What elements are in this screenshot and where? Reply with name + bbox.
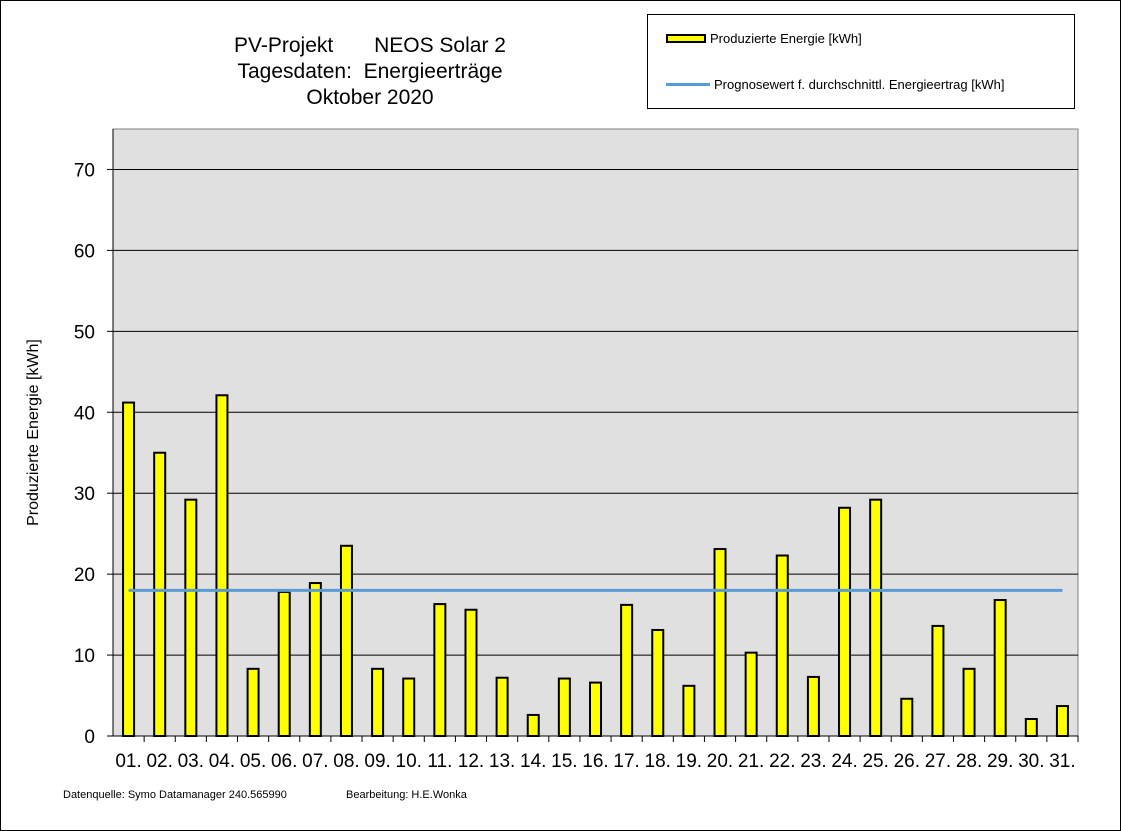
title-line-3: Oktober 2020	[306, 86, 434, 109]
x-tick-label: 18.	[645, 751, 671, 772]
title-line-1: PV-Projekt NEOS Solar 2	[234, 34, 506, 57]
x-tick-label: 16.	[582, 751, 608, 772]
x-tick-label: 17.	[613, 751, 639, 772]
bar	[589, 681, 602, 737]
bar	[682, 684, 696, 738]
x-tick-label: 21.	[738, 751, 764, 772]
bar	[962, 667, 976, 737]
x-tick-label: 14.	[520, 751, 546, 772]
bar	[308, 582, 322, 738]
x-tick-label: 22.	[769, 751, 795, 772]
y-tick-label: 0	[84, 727, 95, 748]
x-tick-label: 25.	[862, 751, 888, 772]
bar	[526, 713, 540, 738]
x-tick-label: 01.	[115, 751, 141, 772]
x-tick-label: 19.	[676, 751, 702, 772]
bar	[900, 697, 914, 738]
footer-source: Datenquelle: Symo Datamanager 240.565990	[63, 789, 287, 801]
bar	[806, 675, 820, 737]
bar	[838, 506, 852, 737]
x-tick-label: 29.	[987, 751, 1013, 772]
title-line-2: Tagesdaten: Energieerträge	[237, 60, 503, 83]
y-tick-label: 30	[74, 484, 95, 505]
x-tick-label: 10.	[396, 751, 422, 772]
x-tick-label: 02.	[146, 751, 172, 772]
y-axis-label: Produzierte Energie [kWh]	[25, 339, 42, 526]
x-tick-label: 26.	[894, 751, 920, 772]
bar	[557, 677, 571, 738]
bar	[277, 590, 291, 737]
legend-bar-label: Produzierte Energie [kWh]	[710, 31, 862, 46]
bar	[433, 603, 447, 737]
x-tick-label: 13.	[489, 751, 515, 772]
legend-bar-swatch	[666, 34, 706, 43]
bar	[246, 667, 260, 737]
x-tick-label: 08.	[333, 751, 359, 772]
x-tick-label: 15.	[551, 751, 577, 772]
x-tick-label: 11.	[427, 751, 452, 772]
x-tick-label: 23.	[800, 751, 826, 772]
bar	[1024, 718, 1038, 738]
bar	[869, 498, 883, 737]
legend: Produzierte Energie [kWh] Prognosewert f…	[647, 14, 1075, 109]
bar	[1055, 705, 1069, 738]
x-tick-label: 27.	[925, 751, 951, 772]
bar	[620, 603, 634, 737]
x-tick-label: 31.	[1049, 751, 1075, 772]
x-tick-label: 06.	[271, 751, 297, 772]
y-tick-label: 50	[74, 322, 95, 343]
chart-title: PV-Projekt NEOS Solar 2 Tagesdaten: Ener…	[180, 33, 560, 111]
bar	[775, 554, 789, 738]
bar	[402, 677, 416, 738]
y-tick-label: 70	[74, 160, 95, 181]
bar	[464, 608, 478, 738]
x-tick-label: 28.	[956, 751, 982, 772]
x-tick-label: 30.	[1018, 751, 1044, 772]
bar	[339, 544, 353, 737]
bar	[122, 401, 136, 737]
y-tick-label: 20	[74, 565, 95, 586]
legend-line-swatch	[666, 83, 710, 86]
x-tick-label: 05.	[240, 751, 266, 772]
bar	[184, 498, 198, 737]
bar	[215, 394, 229, 737]
plot-area	[112, 128, 1079, 737]
x-tick-label: 09.	[364, 751, 390, 772]
footer-editor: Bearbeitung: H.E.Wonka	[346, 789, 467, 801]
x-tick-label: 03.	[178, 751, 204, 772]
bar	[651, 628, 665, 738]
x-tick-label: 07.	[302, 751, 328, 772]
bar	[713, 548, 727, 737]
legend-line-label: Prognosewert f. durchschnittl. Energieer…	[714, 77, 1005, 92]
legend-item-line: Prognosewert f. durchschnittl. Energieer…	[666, 77, 1004, 92]
x-tick-label: 24.	[831, 751, 857, 772]
bar	[371, 667, 385, 737]
bar	[153, 451, 167, 737]
bar	[744, 651, 758, 738]
y-tick-label: 40	[74, 403, 95, 424]
y-tick-label: 60	[74, 241, 95, 262]
bar	[495, 676, 509, 738]
x-tick-label: 20.	[707, 751, 733, 772]
bar	[993, 599, 1007, 737]
legend-item-bars: Produzierte Energie [kWh]	[666, 31, 862, 46]
x-tick-label: 04.	[209, 751, 235, 772]
bar	[931, 624, 945, 737]
x-tick-label: 12.	[458, 751, 484, 772]
y-tick-label: 10	[74, 646, 95, 667]
